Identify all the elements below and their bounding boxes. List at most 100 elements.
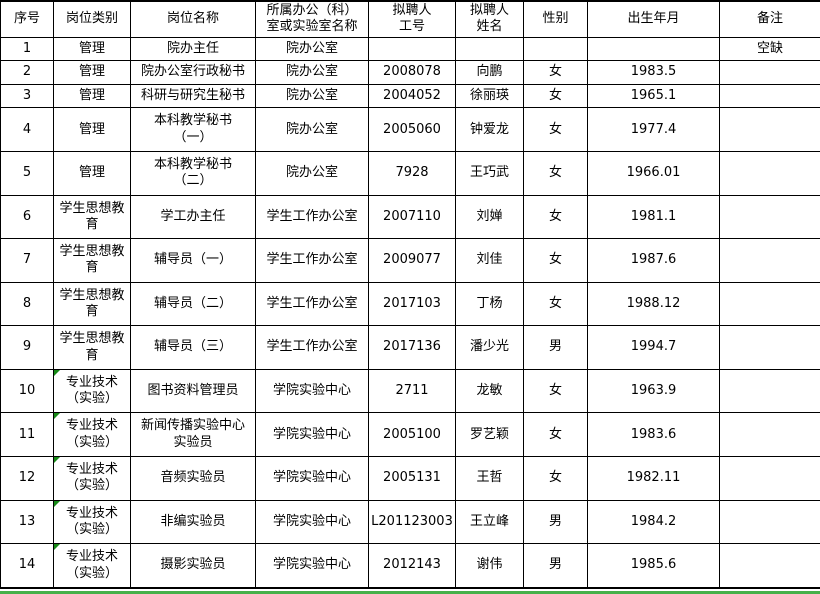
table-cell[interactable]: 学工办主任 xyxy=(130,194,256,240)
table-cell[interactable]: 学院实验中心 xyxy=(255,368,369,414)
table-cell[interactable]: 钟爱龙 xyxy=(455,107,524,152)
table-cell[interactable]: 11 xyxy=(0,412,54,457)
table-cell[interactable]: 男 xyxy=(523,543,588,590)
table-cell[interactable]: 管理 xyxy=(53,60,131,85)
table-cell[interactable]: 女 xyxy=(523,150,588,196)
table-cell[interactable]: 2005131 xyxy=(368,456,456,501)
table-cell[interactable]: 院办主任 xyxy=(130,36,256,62)
header-cell[interactable]: 性别 xyxy=(523,0,588,38)
table-cell[interactable]: 空缺 xyxy=(719,36,820,62)
table-cell[interactable] xyxy=(719,107,820,152)
table-cell[interactable]: 院办公室 xyxy=(255,107,369,152)
table-cell[interactable]: 刘婵 xyxy=(455,194,524,240)
table-cell[interactable]: 2711 xyxy=(368,368,456,414)
table-cell[interactable]: 2 xyxy=(0,60,54,85)
table-cell[interactable]: 专业技术 （实验） xyxy=(53,499,131,545)
table-cell[interactable] xyxy=(719,325,820,370)
table-cell[interactable]: 1982.11 xyxy=(587,456,720,501)
table-cell[interactable]: 院办公室行政秘书 xyxy=(130,60,256,85)
table-cell[interactable]: 管理 xyxy=(53,150,131,196)
table-cell[interactable]: 王巧武 xyxy=(455,150,524,196)
table-cell[interactable]: 男 xyxy=(523,499,588,545)
table-cell[interactable]: 学院实验中心 xyxy=(255,412,369,457)
table-cell[interactable]: 2004052 xyxy=(368,83,456,109)
table-cell[interactable]: 学生思想教 育 xyxy=(53,281,131,327)
table-cell[interactable]: L201123003 xyxy=(368,499,456,545)
table-cell[interactable] xyxy=(523,36,588,62)
table-cell[interactable]: 1 xyxy=(0,36,54,62)
table-cell[interactable]: 丁杨 xyxy=(455,281,524,327)
header-cell[interactable]: 岗位名称 xyxy=(130,0,256,38)
table-cell[interactable] xyxy=(455,36,524,62)
table-cell[interactable]: 管理 xyxy=(53,36,131,62)
table-cell[interactable]: 摄影实验员 xyxy=(130,543,256,590)
table-cell[interactable] xyxy=(719,456,820,501)
table-cell[interactable]: 管理 xyxy=(53,83,131,109)
table-cell[interactable]: 1963.9 xyxy=(587,368,720,414)
table-cell[interactable]: 7928 xyxy=(368,150,456,196)
table-cell[interactable] xyxy=(719,281,820,327)
table-cell[interactable]: 新闻传播实验中心 实验员 xyxy=(130,412,256,457)
table-cell[interactable]: 学生思想教 育 xyxy=(53,325,131,370)
table-cell[interactable]: 6 xyxy=(0,194,54,240)
table-cell[interactable] xyxy=(719,238,820,283)
table-cell[interactable]: 2017103 xyxy=(368,281,456,327)
table-cell[interactable]: 1966.01 xyxy=(587,150,720,196)
table-cell[interactable]: 12 xyxy=(0,456,54,501)
table-cell[interactable]: 10 xyxy=(0,368,54,414)
table-cell[interactable]: 1983.5 xyxy=(587,60,720,85)
table-cell[interactable]: 1977.4 xyxy=(587,107,720,152)
table-cell[interactable] xyxy=(587,36,720,62)
table-cell[interactable]: 2005100 xyxy=(368,412,456,457)
table-cell[interactable]: 女 xyxy=(523,456,588,501)
table-cell[interactable]: 13 xyxy=(0,499,54,545)
table-cell[interactable]: 学生工作办公室 xyxy=(255,238,369,283)
table-cell[interactable]: 本科教学秘书 （二） xyxy=(130,150,256,196)
header-cell[interactable]: 序号 xyxy=(0,0,54,38)
table-cell[interactable]: 1965.1 xyxy=(587,83,720,109)
table-cell[interactable] xyxy=(719,543,820,590)
table-cell[interactable]: 14 xyxy=(0,543,54,590)
table-cell[interactable]: 学生工作办公室 xyxy=(255,281,369,327)
table-cell[interactable]: 女 xyxy=(523,83,588,109)
table-cell[interactable]: 学院实验中心 xyxy=(255,543,369,590)
table-cell[interactable] xyxy=(719,83,820,109)
table-cell[interactable]: 学院实验中心 xyxy=(255,456,369,501)
table-cell[interactable]: 1981.1 xyxy=(587,194,720,240)
table-cell[interactable]: 女 xyxy=(523,60,588,85)
table-cell[interactable]: 院办公室 xyxy=(255,83,369,109)
table-cell[interactable]: 2012143 xyxy=(368,543,456,590)
table-cell[interactable]: 非编实验员 xyxy=(130,499,256,545)
table-cell[interactable]: 1983.6 xyxy=(587,412,720,457)
table-cell[interactable]: 5 xyxy=(0,150,54,196)
table-cell[interactable]: 科研与研究生秘书 xyxy=(130,83,256,109)
header-cell[interactable]: 拟聘人 姓名 xyxy=(455,0,524,38)
table-cell[interactable]: 院办公室 xyxy=(255,36,369,62)
table-cell[interactable]: 学生工作办公室 xyxy=(255,194,369,240)
table-cell[interactable]: 本科教学秘书 （一） xyxy=(130,107,256,152)
table-cell[interactable]: 向鹏 xyxy=(455,60,524,85)
table-cell[interactable]: 专业技术 （实验） xyxy=(53,368,131,414)
table-cell[interactable]: 2007110 xyxy=(368,194,456,240)
table-cell[interactable] xyxy=(719,150,820,196)
table-cell[interactable]: 4 xyxy=(0,107,54,152)
table-cell[interactable]: 2008078 xyxy=(368,60,456,85)
table-cell[interactable]: 学院实验中心 xyxy=(255,499,369,545)
table-cell[interactable]: 院办公室 xyxy=(255,60,369,85)
table-cell[interactable]: 2009077 xyxy=(368,238,456,283)
table-cell[interactable]: 谢伟 xyxy=(455,543,524,590)
header-cell[interactable]: 拟聘人 工号 xyxy=(368,0,456,38)
table-cell[interactable]: 女 xyxy=(523,412,588,457)
table-cell[interactable] xyxy=(719,368,820,414)
table-cell[interactable]: 2017136 xyxy=(368,325,456,370)
table-cell[interactable] xyxy=(719,412,820,457)
table-cell[interactable]: 1985.6 xyxy=(587,543,720,590)
table-cell[interactable]: 女 xyxy=(523,368,588,414)
table-cell[interactable] xyxy=(719,194,820,240)
table-cell[interactable]: 王立峰 xyxy=(455,499,524,545)
table-cell[interactable]: 辅导员（三） xyxy=(130,325,256,370)
header-cell[interactable]: 所属办公（科） 室或实验室名称 xyxy=(255,0,369,38)
table-cell[interactable]: 学生思想教 育 xyxy=(53,238,131,283)
table-cell[interactable]: 潘少光 xyxy=(455,325,524,370)
table-cell[interactable]: 女 xyxy=(523,194,588,240)
